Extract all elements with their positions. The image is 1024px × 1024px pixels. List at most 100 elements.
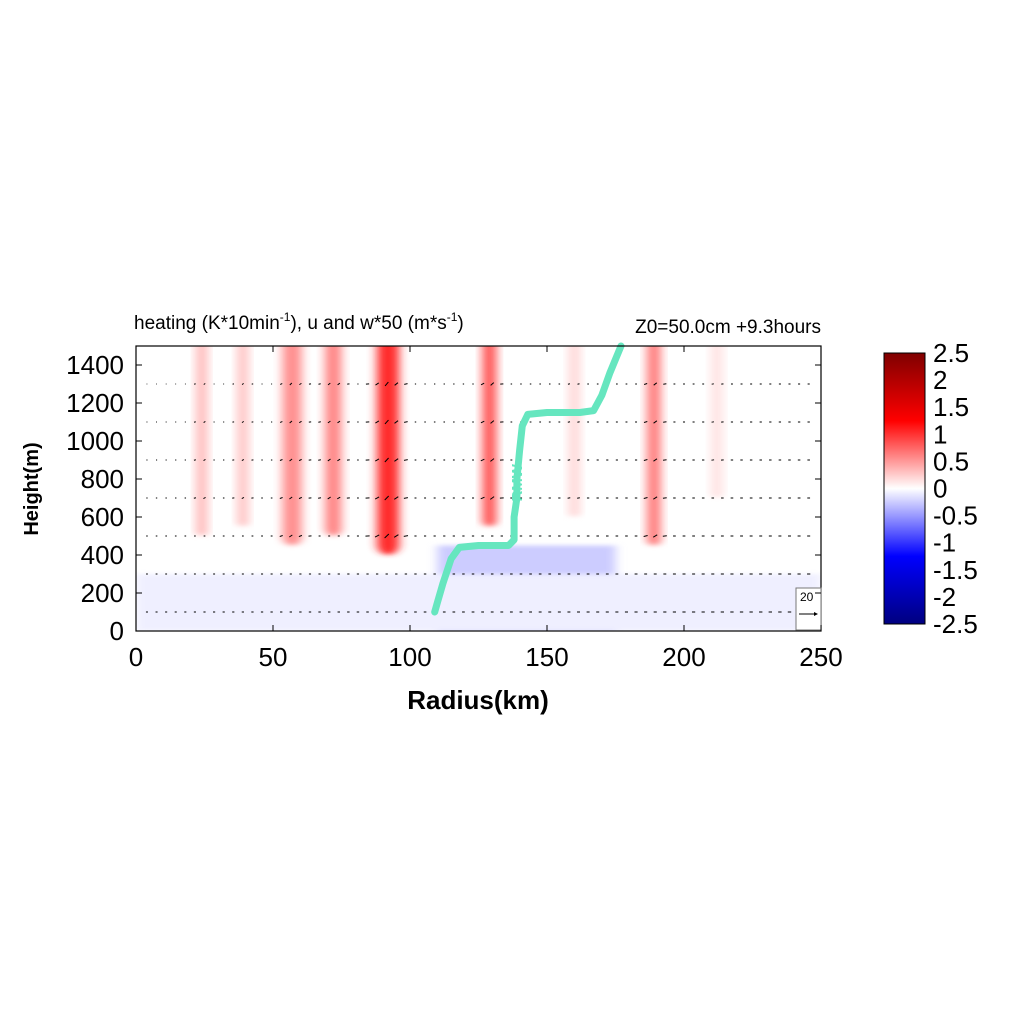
wind-vector (643, 459, 648, 461)
wind-vector (643, 534, 648, 538)
wind-vector (480, 420, 485, 424)
colorbar-scale (883, 352, 926, 625)
wind-vector (375, 382, 380, 386)
wind-vector (577, 459, 580, 461)
wind-vector (327, 382, 331, 386)
wind-vector (577, 383, 580, 385)
colorbar-tick-label: -0.5 (933, 501, 978, 531)
colorbar-tick-label: 2 (933, 365, 947, 395)
wind-vector (384, 419, 389, 425)
reference-vector-box: 20 (795, 587, 822, 631)
wind-vector (289, 420, 293, 424)
y-tick-label: 1000 (66, 426, 124, 456)
wind-vector (203, 421, 206, 423)
wind-vector (662, 459, 667, 461)
y-tick-label: 0 (110, 616, 124, 646)
wind-vector (241, 383, 244, 385)
wind-vector (643, 496, 648, 500)
wind-vector (289, 496, 293, 500)
heating-band (647, 346, 661, 546)
wind-vector (404, 421, 408, 423)
wind-vector (337, 496, 341, 500)
wind-vector (374, 534, 380, 538)
x-tick-label: 250 (799, 642, 842, 672)
heating-band (482, 346, 497, 527)
wind-vector (384, 495, 390, 501)
heating-band (568, 346, 580, 517)
wind-vector (384, 457, 389, 463)
wind-vector (403, 535, 409, 537)
wind-vector (241, 496, 245, 500)
reference-vector-label: 20 (800, 590, 814, 604)
wind-vector (327, 496, 331, 500)
heating-band (325, 346, 342, 536)
wind-vector (327, 420, 331, 424)
wind-vector (394, 382, 399, 386)
wind-vector (203, 459, 206, 461)
wind-vector (298, 458, 302, 462)
wind-vector (577, 421, 580, 423)
wind-vector (337, 382, 341, 386)
wind-vector (403, 497, 408, 499)
wind-vector (299, 420, 302, 424)
wind-vector (663, 383, 667, 385)
wind-vector (337, 458, 341, 462)
cooling-region (136, 574, 821, 631)
heating-band (711, 346, 723, 498)
heating-band (237, 346, 249, 527)
rmw-line (431, 342, 625, 616)
wind-vector (663, 421, 667, 423)
wind-vector (404, 383, 408, 385)
plot-area: RMW 20 (135, 342, 822, 632)
wind-vector (643, 421, 648, 423)
wind-vector (480, 496, 485, 500)
colorbar-tick-label: -2.5 (933, 609, 978, 639)
wind-vector (193, 459, 196, 461)
wind-vector (241, 458, 245, 462)
colorbar-tick-label: 1 (933, 419, 947, 449)
wind-vector (289, 458, 293, 462)
y-axis-label: Height(m) (21, 442, 43, 535)
wind-vector (653, 496, 658, 500)
wind-vector (653, 458, 658, 462)
wind-vector (403, 459, 408, 461)
y-tick-label: 400 (81, 540, 124, 570)
wind-vector (289, 534, 293, 538)
y-tick-label: 1200 (66, 388, 124, 418)
x-tick-label: 150 (525, 642, 568, 672)
wind-vector (279, 535, 283, 537)
wind-vector (327, 458, 331, 462)
y-tick-label: 1400 (66, 350, 124, 380)
wind-vector (577, 497, 580, 499)
colorbar-tick-label: -2 (933, 582, 956, 612)
wind-vector (653, 382, 658, 386)
heating-field (136, 346, 821, 631)
wind-vector (193, 421, 196, 423)
heating-band (377, 346, 400, 555)
wind-vector (394, 420, 399, 424)
wind-vector (384, 533, 390, 539)
wind-vector (490, 382, 495, 386)
wind-vector (375, 420, 380, 424)
colorbar-tick-label: 1.5 (933, 392, 969, 422)
wind-vector (279, 459, 283, 461)
x-tick-label: 100 (388, 642, 431, 672)
wind-vector (490, 496, 495, 500)
colorbar-tick-label: -1 (933, 528, 956, 558)
wind-vector (194, 383, 196, 385)
colorbar-tick-label: 0.5 (933, 446, 969, 476)
wind-vector (480, 458, 485, 462)
chart-title: heating (K*10min-1), u and w*50 (m*s-1) (134, 310, 464, 334)
wind-vector (279, 383, 283, 385)
wind-vector (662, 497, 667, 499)
x-axis-label: Radius(km) (407, 685, 549, 715)
y-tick-label: 600 (81, 502, 124, 532)
x-tick-label: 0 (129, 642, 143, 672)
wind-vector (299, 382, 302, 386)
colorbar: 2.521.510.50-0.5-1-1.5-2-2.5 (883, 338, 978, 639)
wind-vector (374, 496, 380, 500)
wind-vector (298, 534, 303, 538)
colorbar-tick-label: -1.5 (933, 555, 978, 585)
wind-vector (279, 497, 283, 499)
